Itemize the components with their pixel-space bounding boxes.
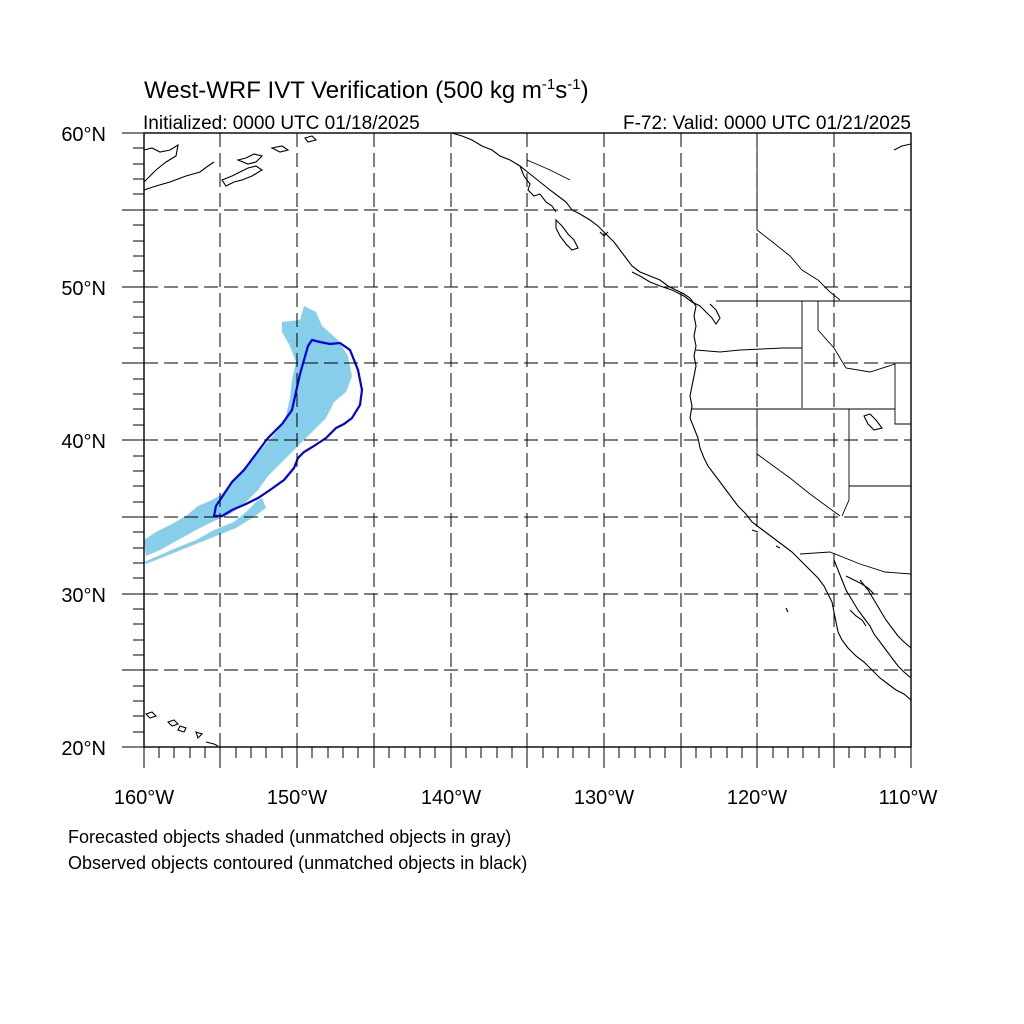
lat-label-60: 60°N [61, 124, 106, 146]
coastlines [143, 132, 912, 747]
lat-label-30: 30°N [61, 585, 106, 607]
lon-label-150w: 150°W [267, 787, 327, 809]
lon-label-110w: 110°W [879, 787, 938, 809]
lon-label-160w: 160°W [114, 787, 174, 809]
valid-time-label: F-72: Valid: 0000 UTC 01/21/2025 [623, 113, 911, 134]
footnote-observed: Observed objects contoured (unmatched ob… [68, 853, 527, 873]
lat-lon-gridlines [144, 133, 911, 747]
footnote-forecast: Forecasted objects shaded (unmatched obj… [68, 827, 511, 847]
lat-label-40: 40°N [61, 431, 106, 453]
lon-label-120w: 120°W [727, 787, 787, 809]
map-title: West-WRF IVT Verification (500 kg m-1s-1… [144, 76, 589, 104]
longitude-labels: 160°W 150°W 140°W 130°W 120°W 110°W [114, 787, 938, 809]
lon-label-140w: 140°W [421, 787, 481, 809]
axis-ticks [122, 132, 912, 768]
forecast-ivt-object [144, 306, 352, 556]
init-time-label: Initialized: 0000 UTC 01/18/2025 [143, 113, 420, 134]
observed-ivt-contour [212, 338, 364, 518]
latitude-labels: 60°N 50°N 40°N 30°N 20°N [61, 124, 106, 760]
lon-label-130w: 130°W [574, 787, 634, 809]
lat-label-50: 50°N [61, 278, 106, 300]
forecast-ivt-object-tail [144, 498, 266, 564]
political-boundaries [526, 133, 912, 575]
lat-label-20: 20°N [61, 738, 106, 760]
